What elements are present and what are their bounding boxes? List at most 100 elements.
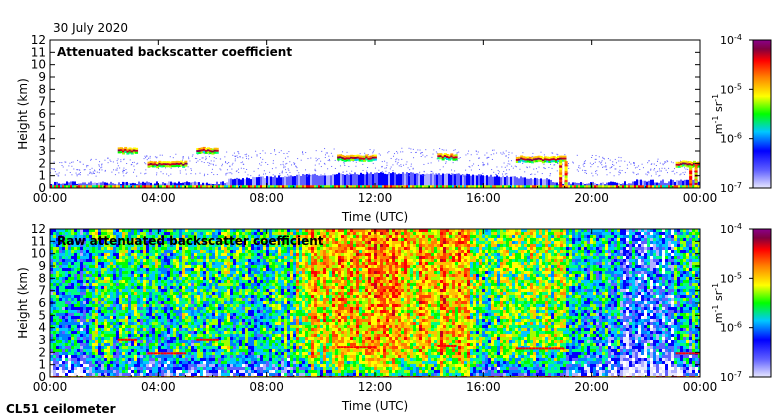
backscatter-cell	[230, 349, 233, 352]
backscatter-cell	[185, 370, 188, 373]
backscatter-cell	[104, 322, 107, 325]
backscatter-cell	[149, 328, 152, 331]
backscatter-cell	[134, 340, 137, 343]
y-tick-label: 3	[38, 144, 46, 158]
backscatter-cell	[77, 295, 80, 298]
noise-speck	[492, 149, 494, 151]
backscatter-cell	[104, 292, 107, 295]
surface-band	[658, 185, 660, 188]
backscatter-cell	[179, 325, 182, 328]
backscatter-cell	[191, 265, 194, 268]
surface-band	[172, 185, 174, 188]
backscatter-cell	[179, 316, 182, 319]
backscatter-cell	[224, 235, 227, 238]
surface-band	[166, 185, 168, 188]
backscatter-cell	[83, 232, 86, 235]
noise-speck	[632, 171, 634, 173]
backscatter-cell	[62, 337, 65, 340]
aerosol-column	[542, 179, 544, 188]
noise-speck	[630, 163, 632, 165]
backscatter-cell	[77, 322, 80, 325]
noise-speck	[482, 165, 484, 167]
backscatter-cell	[170, 325, 173, 328]
backscatter-cell	[224, 358, 227, 361]
backscatter-cell	[161, 370, 164, 373]
backscatter-cell	[80, 307, 83, 310]
backscatter-cell	[176, 331, 179, 334]
precip-shaft	[564, 186, 568, 188]
backscatter-cell	[197, 250, 200, 253]
backscatter-cell	[71, 238, 74, 241]
backscatter-cell	[146, 274, 149, 277]
noise-speck	[205, 157, 207, 159]
aerosol-column	[464, 175, 466, 188]
noise-speck	[122, 170, 124, 172]
backscatter-cell	[68, 331, 71, 334]
backscatter-cell	[128, 334, 131, 337]
backscatter-cell	[83, 247, 86, 250]
surface-band	[686, 185, 688, 188]
backscatter-cell	[119, 250, 122, 253]
backscatter-cell	[110, 259, 113, 262]
aerosol-column	[646, 181, 648, 188]
backscatter-cell	[176, 256, 179, 259]
backscatter-cell	[170, 265, 173, 268]
backscatter-cell	[188, 295, 191, 298]
backscatter-cell	[74, 355, 77, 358]
noise-speck	[104, 169, 106, 171]
surface-band	[460, 185, 462, 188]
backscatter-cell	[161, 244, 164, 247]
aerosol-column	[406, 172, 408, 188]
backscatter-cell	[179, 319, 182, 322]
backscatter-cell	[170, 247, 173, 250]
surface-band	[458, 185, 460, 188]
aerosol-column	[380, 172, 382, 188]
backscatter-cell	[206, 325, 209, 328]
precip-shaft	[689, 169, 693, 173]
backscatter-cell	[128, 235, 131, 238]
noise-speck	[551, 152, 553, 154]
surface-band	[82, 185, 84, 188]
backscatter-cell	[56, 310, 59, 313]
backscatter-cell	[86, 250, 89, 253]
noise-speck	[126, 163, 128, 165]
backscatter-cell	[119, 295, 122, 298]
backscatter-cell	[185, 367, 188, 370]
backscatter-cell	[101, 271, 104, 274]
precip-shaft	[694, 186, 698, 188]
backscatter-cell	[146, 340, 149, 343]
backscatter-cell	[167, 364, 170, 367]
backscatter-cell	[224, 361, 227, 364]
noise-speck	[211, 172, 213, 174]
backscatter-cell	[101, 346, 104, 349]
backscatter-cell	[164, 295, 167, 298]
backscatter-cell	[80, 295, 83, 298]
backscatter-cell	[152, 235, 155, 238]
noise-speck	[53, 161, 55, 163]
cloud-edge	[363, 155, 367, 158]
cloud-edge	[535, 156, 539, 159]
backscatter-cell	[68, 325, 71, 328]
backscatter-cell	[143, 274, 146, 277]
backscatter-cell	[203, 358, 206, 361]
backscatter-cell	[128, 247, 131, 250]
backscatter-cell	[107, 271, 110, 274]
backscatter-cell	[140, 289, 143, 292]
surface-band	[148, 185, 150, 188]
backscatter-cell	[134, 238, 137, 241]
backscatter-cell	[149, 349, 152, 352]
backscatter-cell	[86, 358, 89, 361]
backscatter-cell	[59, 313, 62, 316]
backscatter-cell	[155, 271, 158, 274]
backscatter-cell	[77, 256, 80, 259]
surface-band	[342, 185, 344, 188]
backscatter-cell	[50, 256, 53, 259]
backscatter-cell	[122, 289, 125, 292]
noise-speck	[72, 161, 74, 163]
cloud-core	[149, 163, 153, 166]
noise-speck	[247, 174, 249, 176]
backscatter-cell	[155, 253, 158, 256]
noise-speck	[476, 153, 478, 155]
noise-speck	[506, 169, 508, 171]
y-tick-label: 12	[31, 33, 46, 47]
